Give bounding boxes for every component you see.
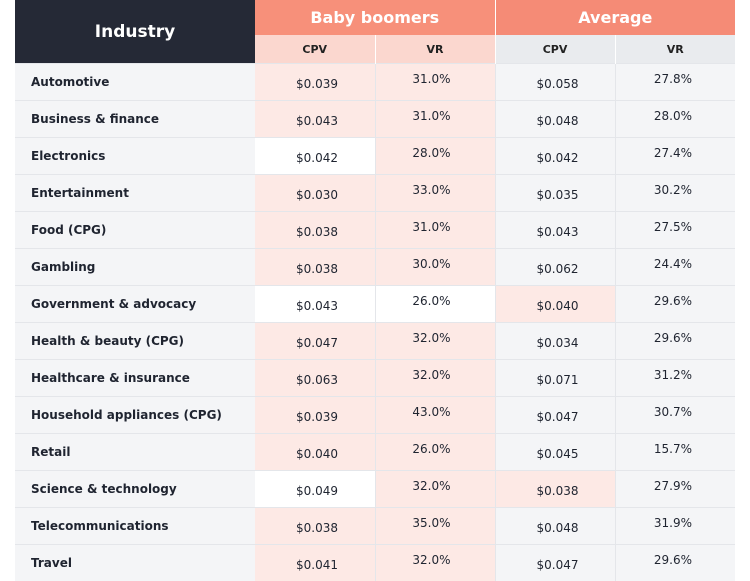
- bb-cpv-cell: $0.038: [255, 212, 375, 249]
- avg-cpv-header: CPV: [495, 35, 615, 64]
- bb-cpv-cell: $0.040: [255, 434, 375, 471]
- industry-cell: Retail: [15, 434, 255, 471]
- baby-boomers-header: Baby boomers: [255, 0, 495, 35]
- avg-vr-cell: 29.6%: [615, 323, 735, 360]
- avg-cpv-cell: $0.047: [495, 545, 615, 581]
- avg-vr-cell: 27.4%: [615, 138, 735, 175]
- industry-cell: Government & advocacy: [15, 286, 255, 323]
- bb-vr-header: VR: [375, 35, 495, 64]
- avg-vr-cell: 31.2%: [615, 360, 735, 397]
- avg-cpv-cell: $0.062: [495, 249, 615, 286]
- industry-cell: Health & beauty (CPG): [15, 323, 255, 360]
- cpv-vr-table: Industry Baby boomers Average CPV VR CPV…: [15, 0, 735, 581]
- avg-cpv-cell: $0.035: [495, 175, 615, 212]
- industry-cell: Healthcare & insurance: [15, 360, 255, 397]
- bb-vr-cell: 30.0%: [375, 249, 495, 286]
- industry-cell: Business & finance: [15, 101, 255, 138]
- avg-vr-cell: 29.6%: [615, 545, 735, 581]
- bb-cpv-cell: $0.039: [255, 64, 375, 101]
- industry-cell: Telecommunications: [15, 508, 255, 545]
- avg-vr-header: VR: [615, 35, 735, 64]
- bb-cpv-cell: $0.038: [255, 249, 375, 286]
- avg-vr-cell: 27.5%: [615, 212, 735, 249]
- bb-cpv-cell: $0.042: [255, 138, 375, 175]
- bb-vr-cell: 43.0%: [375, 397, 495, 434]
- avg-vr-cell: 24.4%: [615, 249, 735, 286]
- industry-header: Industry: [15, 0, 255, 64]
- average-header: Average: [495, 0, 735, 35]
- bb-cpv-cell: $0.047: [255, 323, 375, 360]
- avg-cpv-cell: $0.038: [495, 471, 615, 508]
- bb-cpv-cell: $0.049: [255, 471, 375, 508]
- avg-cpv-cell: $0.040: [495, 286, 615, 323]
- bb-vr-cell: 31.0%: [375, 212, 495, 249]
- bb-vr-cell: 26.0%: [375, 434, 495, 471]
- bb-cpv-cell: $0.030: [255, 175, 375, 212]
- bb-vr-cell: 33.0%: [375, 175, 495, 212]
- avg-cpv-cell: $0.048: [495, 508, 615, 545]
- bb-cpv-cell: $0.041: [255, 545, 375, 581]
- avg-vr-cell: 29.6%: [615, 286, 735, 323]
- bb-vr-cell: 32.0%: [375, 360, 495, 397]
- bb-vr-cell: 28.0%: [375, 138, 495, 175]
- industry-cell: Automotive: [15, 64, 255, 101]
- avg-vr-cell: 27.9%: [615, 471, 735, 508]
- avg-vr-cell: 30.7%: [615, 397, 735, 434]
- bb-vr-cell: 35.0%: [375, 508, 495, 545]
- cpv-vr-table-container: Industry Baby boomers Average CPV VR CPV…: [0, 0, 750, 525]
- avg-cpv-cell: $0.071: [495, 360, 615, 397]
- avg-vr-cell: 15.7%: [615, 434, 735, 471]
- bb-cpv-cell: $0.039: [255, 397, 375, 434]
- bb-vr-cell: 32.0%: [375, 545, 495, 581]
- avg-cpv-cell: $0.043: [495, 212, 615, 249]
- industry-cell: Entertainment: [15, 175, 255, 212]
- avg-vr-cell: 28.0%: [615, 101, 735, 138]
- bb-vr-cell: 32.0%: [375, 323, 495, 360]
- avg-cpv-cell: $0.058: [495, 64, 615, 101]
- bb-vr-cell: 26.0%: [375, 286, 495, 323]
- bb-vr-cell: 31.0%: [375, 64, 495, 101]
- avg-cpv-cell: $0.048: [495, 101, 615, 138]
- industry-cell: Science & technology: [15, 471, 255, 508]
- avg-cpv-cell: $0.047: [495, 397, 615, 434]
- avg-cpv-cell: $0.042: [495, 138, 615, 175]
- avg-vr-cell: 31.9%: [615, 508, 735, 545]
- bb-vr-cell: 31.0%: [375, 101, 495, 138]
- industry-cell: Household appliances (CPG): [15, 397, 255, 434]
- bb-cpv-cell: $0.043: [255, 101, 375, 138]
- avg-vr-cell: 27.8%: [615, 64, 735, 101]
- industry-cell: Electronics: [15, 138, 255, 175]
- bb-cpv-header: CPV: [255, 35, 375, 64]
- avg-cpv-cell: $0.045: [495, 434, 615, 471]
- avg-vr-cell: 30.2%: [615, 175, 735, 212]
- industry-cell: Food (CPG): [15, 212, 255, 249]
- industry-cell: Gambling: [15, 249, 255, 286]
- bb-cpv-cell: $0.043: [255, 286, 375, 323]
- avg-cpv-cell: $0.034: [495, 323, 615, 360]
- bb-cpv-cell: $0.038: [255, 508, 375, 545]
- industry-cell: Travel: [15, 545, 255, 581]
- bb-vr-cell: 32.0%: [375, 471, 495, 508]
- bb-cpv-cell: $0.063: [255, 360, 375, 397]
